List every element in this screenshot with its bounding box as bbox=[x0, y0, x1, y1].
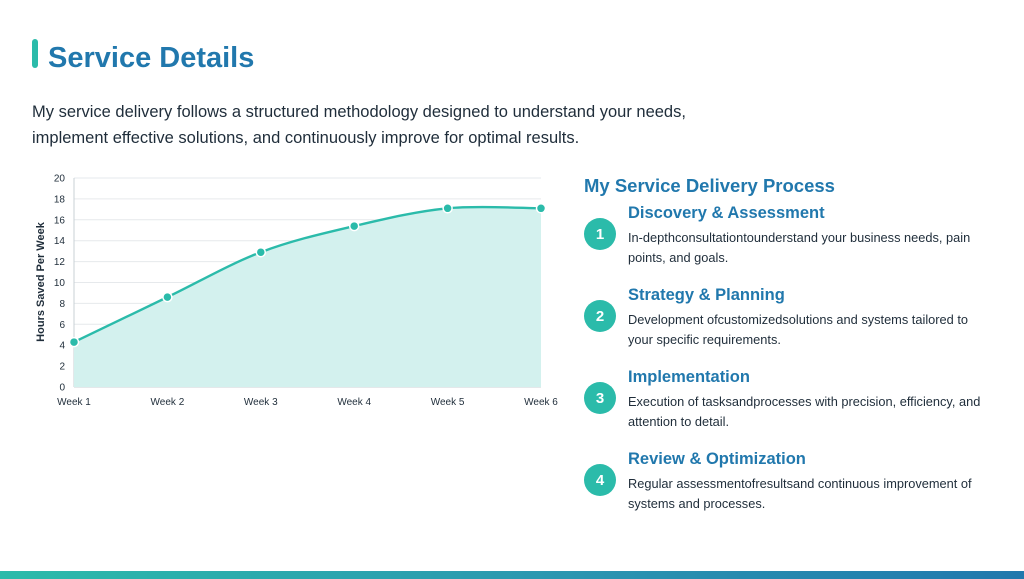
chart-y-ticks: 0 2 4 6 8 10 12 14 16 18 20 bbox=[54, 174, 66, 394]
step-number-badge: 2 bbox=[584, 300, 616, 332]
chart-data-point bbox=[348, 220, 360, 232]
chart-y-axis-label: Hours Saved Per Week bbox=[35, 221, 47, 342]
y-tick-label: 10 bbox=[54, 278, 66, 289]
x-tick-label: Week 4 bbox=[337, 397, 371, 408]
hours-saved-chart: 0 2 4 6 8 10 12 14 16 18 20 Week 1 Week 2 Week 3 Week… bbox=[30, 166, 570, 416]
y-tick-label: 8 bbox=[59, 299, 65, 310]
y-tick-label: 14 bbox=[54, 236, 66, 247]
y-tick-label: 12 bbox=[54, 257, 66, 268]
chart-series-line bbox=[73, 205, 542, 344]
x-tick-label: Week 1 bbox=[57, 397, 91, 408]
step-title: Strategy & Planning bbox=[628, 286, 785, 304]
page-title: Service Details bbox=[48, 42, 255, 74]
process-title: My Service Delivery Process bbox=[584, 175, 835, 196]
chart-x-ticks: Week 1 Week 2 Week 3 Week 4 Week 5 Week 6 bbox=[57, 397, 558, 408]
step-description: Execution of tasksandprocesses with prec… bbox=[628, 394, 981, 429]
y-tick-label: 4 bbox=[59, 341, 65, 352]
step-description: In-depthconsultationtounderstand your bu… bbox=[628, 230, 971, 265]
footer-gradient-bar bbox=[0, 571, 1024, 579]
x-tick-label: Week 6 bbox=[524, 397, 558, 408]
step-number-badge: 4 bbox=[584, 464, 616, 496]
step-title: Implementation bbox=[628, 368, 750, 386]
intro-paragraph: My service delivery follows a structured… bbox=[32, 103, 686, 147]
step-title: Review & Optimization bbox=[628, 450, 806, 468]
service-process: My Service Delivery Process 1 Discovery … bbox=[584, 172, 994, 511]
chart-data-point bbox=[162, 291, 173, 303]
chart-data-point bbox=[255, 246, 267, 258]
y-tick-label: 16 bbox=[54, 215, 66, 226]
x-tick-label: Week 5 bbox=[431, 397, 465, 408]
step-description: Regular assessmentofresultsand continuou… bbox=[628, 476, 972, 511]
y-tick-label: 18 bbox=[54, 194, 66, 205]
chart-data-point bbox=[68, 336, 80, 348]
title-accent-bar bbox=[32, 39, 38, 68]
x-tick-label: Week 2 bbox=[151, 397, 185, 408]
y-tick-label: 0 bbox=[59, 383, 65, 394]
chart-area-fill bbox=[74, 206, 541, 387]
chart-data-point bbox=[535, 203, 547, 214]
y-tick-label: 20 bbox=[54, 174, 66, 185]
x-tick-label: Week 3 bbox=[244, 397, 278, 408]
step-title: Discovery & Assessment bbox=[628, 204, 825, 222]
step-number-badge: 1 bbox=[584, 218, 616, 250]
step-number-badge: 3 bbox=[584, 382, 616, 414]
y-tick-label: 2 bbox=[59, 362, 65, 373]
step-description: Development ofcustomizedsolutions and sy… bbox=[628, 312, 968, 347]
chart-points bbox=[68, 203, 547, 348]
y-tick-label: 6 bbox=[59, 320, 65, 331]
chart-data-point bbox=[442, 203, 453, 214]
